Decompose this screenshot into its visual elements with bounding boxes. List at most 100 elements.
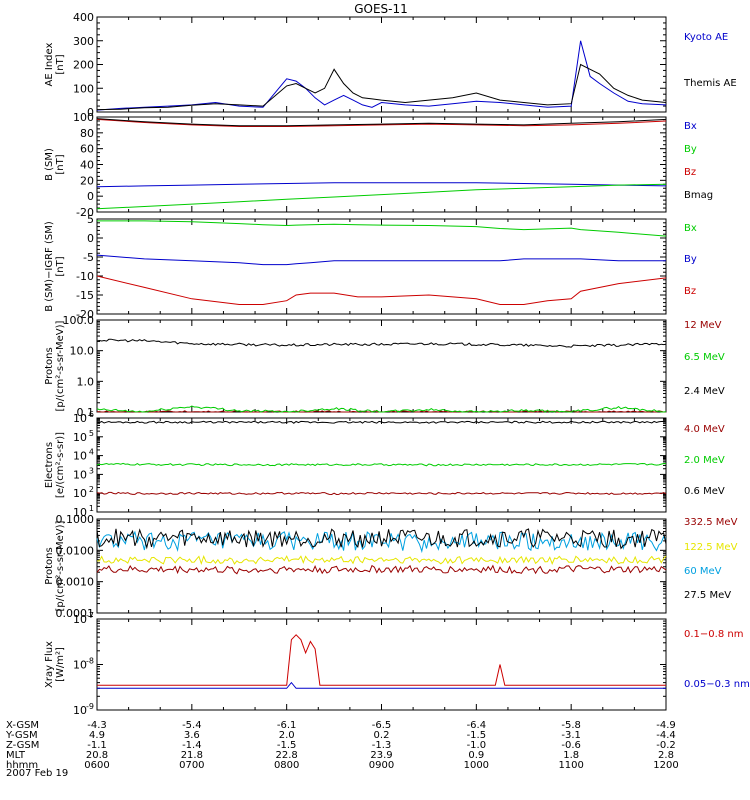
- ephemeris-value: 2.8: [658, 750, 674, 761]
- ephemeris-value: 0.9: [468, 750, 484, 761]
- panel-protons_low: 0.1 1.0 10.0 100.0 Protons [p/(cm²-s-sr-MeV)]…: [44, 314, 725, 419]
- ephemeris-value: -4.4: [656, 730, 676, 741]
- y-axis-label: [p/(cm²-s-sr-MeV)]: [55, 320, 66, 411]
- ephemeris-value: 21.8: [181, 750, 203, 761]
- series-line: [97, 220, 667, 237]
- legend-entry: 12 MeV: [684, 320, 722, 331]
- y-axis-label: [W/m²]: [55, 647, 66, 682]
- y-tick-label: 100: [73, 82, 94, 95]
- y-tick-label: 300: [73, 35, 94, 48]
- y-tick-label: 10: [73, 613, 87, 626]
- ephemeris-value: 4.9: [89, 730, 105, 741]
- y-tick-exponent: 1: [89, 504, 94, 513]
- ephemeris-value: -0.6: [561, 740, 581, 751]
- plot-title: GOES-11: [354, 2, 408, 16]
- ephemeris-value: 22.8: [276, 750, 298, 761]
- ephemeris-value: -6.1: [277, 720, 297, 731]
- y-tick-exponent: 4: [89, 448, 94, 457]
- y-tick-label: 0.0001: [56, 607, 95, 620]
- legend-entry: 0.6 MeV: [684, 486, 725, 497]
- ephemeris-value: 1.8: [563, 750, 579, 761]
- y-tick-exponent: 5: [89, 429, 94, 438]
- y-axis-label: Electrons: [44, 442, 55, 488]
- y-tick-label: 10: [73, 468, 87, 481]
- y-tick-label: 5: [87, 213, 94, 226]
- series-line: [96, 118, 667, 127]
- ephemeris-value: 0600: [84, 760, 109, 771]
- y-axis-label: [nT]: [55, 154, 66, 174]
- y-axis-label: [nT]: [55, 256, 66, 276]
- ephemeris-value: -1.3: [372, 740, 392, 751]
- y-tick-label: 100.0: [63, 314, 95, 327]
- y-axis-label: [e/(cm²-s-sr)]: [55, 432, 66, 498]
- y-tick-label: 10: [73, 431, 87, 444]
- y-tick-label: -20: [76, 206, 94, 219]
- ephemeris-value: 1100: [558, 760, 583, 771]
- y-tick-label: 10: [73, 506, 87, 519]
- y-tick-label: 10: [73, 659, 87, 672]
- legend-entry: Bx: [684, 223, 697, 234]
- y-axis-label: B (SM)−IGRF (SM): [44, 221, 55, 312]
- ephemeris-row-label: Z-GSM: [6, 740, 39, 751]
- y-tick-label: 20: [80, 174, 94, 187]
- ephemeris-value: 0700: [179, 760, 204, 771]
- y-tick-label: 0.1000: [56, 513, 95, 526]
- y-tick-label: 10: [73, 412, 87, 425]
- y-axis-label: [nT]: [55, 54, 66, 74]
- ephemeris-value: -5.4: [182, 720, 202, 731]
- series-line: [96, 118, 667, 127]
- ephemeris-value: -1.5: [467, 730, 487, 741]
- legend-entry: Themis AE: [683, 78, 737, 89]
- legend-entry: 0.1−0.8 nm: [684, 629, 743, 640]
- ephemeris-value: -1.5: [277, 740, 297, 751]
- ephemeris-value: 2.0: [279, 730, 295, 741]
- legend-entry: Bz: [684, 286, 696, 297]
- series-line: [96, 491, 667, 496]
- ephemeris-value: -1.0: [467, 740, 487, 751]
- y-tick-label: 10.0: [70, 345, 95, 358]
- y-tick-label: -15: [76, 289, 94, 302]
- series-line: [96, 254, 666, 266]
- legend-entry: By: [684, 144, 697, 155]
- ephemeris-value: -6.5: [372, 720, 392, 731]
- y-tick-label: 400: [73, 11, 94, 24]
- legend-entry: Bz: [684, 167, 696, 178]
- legend-entry: 27.5 MeV: [684, 590, 731, 601]
- y-tick-exponent: 6: [89, 410, 94, 419]
- ephemeris-value: -1.1: [87, 740, 107, 751]
- series-line: [96, 420, 667, 424]
- x-axis-ephemeris: X-GSM -4.3 -5.4 -6.1 -6.5 -6.4 -5.8 -4.9 Y-GSM 4.…: [5, 720, 679, 771]
- y-tick-exponent: 3: [89, 466, 94, 475]
- footer-date: 2007 Feb 19: [6, 768, 68, 779]
- series-line: [96, 530, 667, 554]
- y-tick-label: -20: [76, 308, 94, 321]
- y-tick-label: 10: [73, 487, 87, 500]
- y-tick-label: -10: [76, 270, 94, 283]
- series-line: [97, 634, 666, 686]
- y-axis-label: Protons: [44, 347, 55, 384]
- y-tick-label: -5: [83, 251, 94, 264]
- y-tick-label: 0: [87, 106, 94, 119]
- legend-entry: 332.5 MeV: [684, 517, 738, 528]
- legend-entry: 122.5 MeV: [684, 542, 738, 553]
- series-line: [96, 275, 667, 305]
- ephemeris-value: 3.6: [184, 730, 200, 741]
- y-tick-label: 200: [73, 59, 94, 72]
- y-tick-exponent: -8: [86, 657, 94, 666]
- y-axis-label: B (SM): [44, 148, 55, 181]
- y-axis-label: Xray Flux: [44, 641, 55, 688]
- panel-frame: [96, 116, 667, 213]
- ephemeris-row-label: hhmm: [6, 760, 38, 771]
- panel-protons_high: 0.0001 0.0010 0.0100 0.1000 Protons [p/(cm²-s…: [44, 513, 738, 620]
- y-tick-label: 0: [87, 190, 94, 203]
- ephemeris-value: 0.2: [374, 730, 390, 741]
- y-tick-label: 10: [73, 450, 87, 463]
- y-tick-label: 40: [80, 159, 94, 172]
- ephemeris-value: -1.4: [182, 740, 202, 751]
- panel-b: -20 0 20 40 60 80 100 B (SM) [nT] Bx By Bz Bmag: [44, 111, 713, 219]
- ephemeris-value: -4.3: [87, 720, 107, 731]
- y-axis-label: Protons: [44, 547, 55, 584]
- series-line: [96, 63, 667, 111]
